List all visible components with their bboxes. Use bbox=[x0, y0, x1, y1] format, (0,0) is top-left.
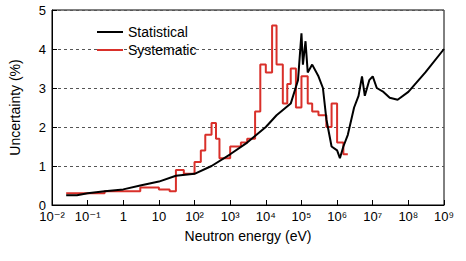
svg-text:1: 1 bbox=[120, 209, 127, 224]
svg-text:10⁻¹: 10⁻¹ bbox=[75, 209, 101, 224]
svg-text:10⁻²: 10⁻² bbox=[39, 209, 65, 224]
svg-text:10: 10 bbox=[152, 209, 166, 224]
svg-text:Systematic: Systematic bbox=[128, 42, 196, 58]
svg-text:3: 3 bbox=[39, 81, 46, 96]
svg-text:10³: 10³ bbox=[221, 209, 240, 224]
svg-text:10⁸: 10⁸ bbox=[398, 209, 418, 224]
svg-text:10⁵: 10⁵ bbox=[292, 209, 312, 224]
svg-text:10²: 10² bbox=[185, 209, 204, 224]
svg-text:4: 4 bbox=[39, 42, 46, 57]
svg-text:10⁹: 10⁹ bbox=[434, 209, 454, 224]
svg-text:Neutron energy (eV): Neutron energy (eV) bbox=[185, 228, 312, 244]
svg-text:Statistical: Statistical bbox=[128, 24, 188, 40]
svg-text:10⁴: 10⁴ bbox=[256, 209, 276, 224]
svg-text:0: 0 bbox=[38, 197, 46, 213]
svg-text:10⁶: 10⁶ bbox=[327, 209, 347, 224]
svg-text:1: 1 bbox=[39, 159, 46, 174]
svg-text:2: 2 bbox=[39, 120, 46, 135]
svg-text:Uncertainty (%): Uncertainty (%) bbox=[7, 59, 23, 155]
svg-text:5: 5 bbox=[39, 3, 46, 18]
svg-text:10⁷: 10⁷ bbox=[363, 209, 382, 224]
